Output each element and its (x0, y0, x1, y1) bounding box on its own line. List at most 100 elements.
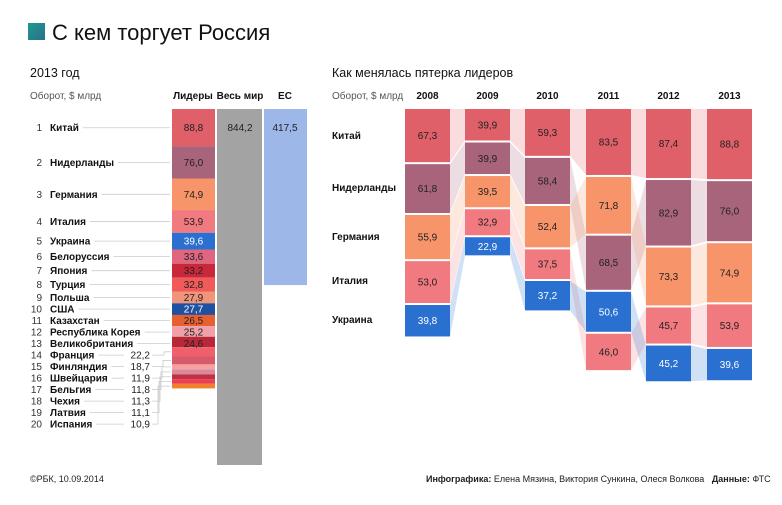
bar-value: 37,5 (538, 260, 558, 271)
country-name: Италия (50, 217, 86, 228)
rank-number: 2 (36, 158, 42, 169)
bar-segment (405, 109, 450, 163)
rank-number: 9 (36, 293, 42, 304)
leader-segment (172, 379, 215, 384)
leader-segment (172, 146, 215, 179)
bar-segment (405, 305, 450, 337)
leader-segment (172, 356, 215, 365)
bar-value: 39,9 (478, 154, 498, 165)
flow-band (510, 237, 525, 311)
col-header-leaders: Лидеры (173, 91, 213, 102)
rank-number: 7 (36, 266, 42, 277)
right-subtitle: Как менялась пятерка лидеров (332, 66, 514, 80)
year-label: 2012 (657, 91, 680, 102)
rbc-square-icon (28, 23, 45, 40)
bar-segment (586, 176, 631, 234)
leader-segment (172, 249, 215, 264)
leader-segment (172, 364, 215, 370)
bar-segment (465, 209, 510, 236)
rank-number: 10 (31, 305, 43, 316)
bar-value: 22,9 (478, 242, 498, 253)
leader-segment (172, 178, 215, 211)
leader-line (152, 366, 171, 379)
bar-value: 50,6 (599, 307, 619, 318)
left-unit-label: Оборот, $ млрд (30, 90, 101, 102)
flow-band (631, 180, 646, 290)
bar-value: 39,6 (720, 360, 740, 371)
bar-segment (465, 109, 510, 141)
bar-segment (405, 261, 450, 304)
country-name: Белоруссия (50, 252, 110, 263)
year-label: 2010 (536, 91, 559, 102)
eu-value: 417,5 (272, 123, 297, 134)
copyright: ©РБК, 10.09.2014 (30, 474, 104, 484)
leader-segment (172, 291, 215, 304)
bar-value: 46,0 (599, 347, 619, 358)
right-unit-label: Оборот, $ млрд (332, 90, 403, 102)
rank-number: 1 (36, 123, 42, 134)
year-label: 2013 (718, 91, 741, 102)
flow-band (631, 176, 646, 306)
leader-segment (172, 314, 215, 327)
bar-segment (465, 142, 510, 175)
country-name: Испания (50, 420, 93, 431)
leader-line (152, 381, 171, 414)
country-row-label: Италия (332, 276, 368, 287)
flow-band (691, 243, 707, 306)
country-name: Япония (50, 266, 88, 277)
flow-band (631, 307, 646, 371)
eu-bar (264, 109, 307, 286)
flow-band (631, 109, 646, 179)
bar-segment (525, 281, 570, 311)
rank-number: 5 (36, 237, 42, 248)
year-label: 2009 (476, 91, 499, 102)
leader-value: 11,3 (131, 397, 150, 408)
country-name: Бельгия (50, 385, 92, 396)
leader-value: 11,8 (131, 385, 150, 396)
bar-value: 88,8 (720, 140, 740, 151)
country-name: Польша (50, 293, 90, 304)
bar-value: 52,4 (538, 222, 558, 233)
leader-segment (172, 347, 215, 357)
flow-band (691, 109, 707, 180)
bar-segment (525, 205, 570, 248)
flow-band (510, 109, 525, 156)
leader-value: 27,9 (184, 293, 204, 304)
bar-segment (646, 345, 691, 382)
bar-segment (525, 109, 570, 156)
bar-value: 74,9 (720, 268, 740, 279)
rank-number: 11 (32, 316, 43, 327)
col-header-eu: ЕС (278, 91, 292, 102)
country-name: США (50, 305, 75, 316)
leader-line (152, 371, 171, 391)
flow-band (450, 237, 465, 337)
country-name: Великобритания (50, 338, 133, 350)
bar-segment (646, 180, 691, 246)
rank-number: 12 (31, 328, 43, 339)
rank-number: 18 (31, 397, 43, 408)
flow-band (570, 176, 586, 248)
bar-segment (707, 348, 752, 381)
bar-value: 71,8 (599, 201, 619, 212)
flow-band (691, 180, 707, 246)
bar-segment (586, 333, 631, 371)
leader-line (152, 385, 171, 425)
leader-value: 53,9 (184, 217, 204, 228)
infographics-authors: Елена Мязина, Виктория Сункина, Олеся Во… (493, 474, 705, 484)
bar-segment (707, 243, 752, 303)
leader-segment (172, 336, 215, 348)
leader-segment (172, 109, 215, 147)
bar-value: 67,3 (418, 131, 438, 142)
flow-band (450, 142, 465, 213)
year-label: 2008 (416, 91, 439, 102)
country-name: Чехия (50, 397, 80, 408)
bar-value: 53,0 (418, 278, 438, 289)
bar-segment (707, 109, 752, 180)
bar-value: 61,8 (418, 184, 438, 195)
bar-value: 83,5 (599, 137, 619, 148)
leader-segment (172, 277, 215, 292)
flow-band (631, 291, 646, 382)
rank-number: 19 (31, 408, 43, 419)
col-header-world: Весь мир (217, 91, 264, 102)
country-name: Швейцария (50, 374, 108, 385)
